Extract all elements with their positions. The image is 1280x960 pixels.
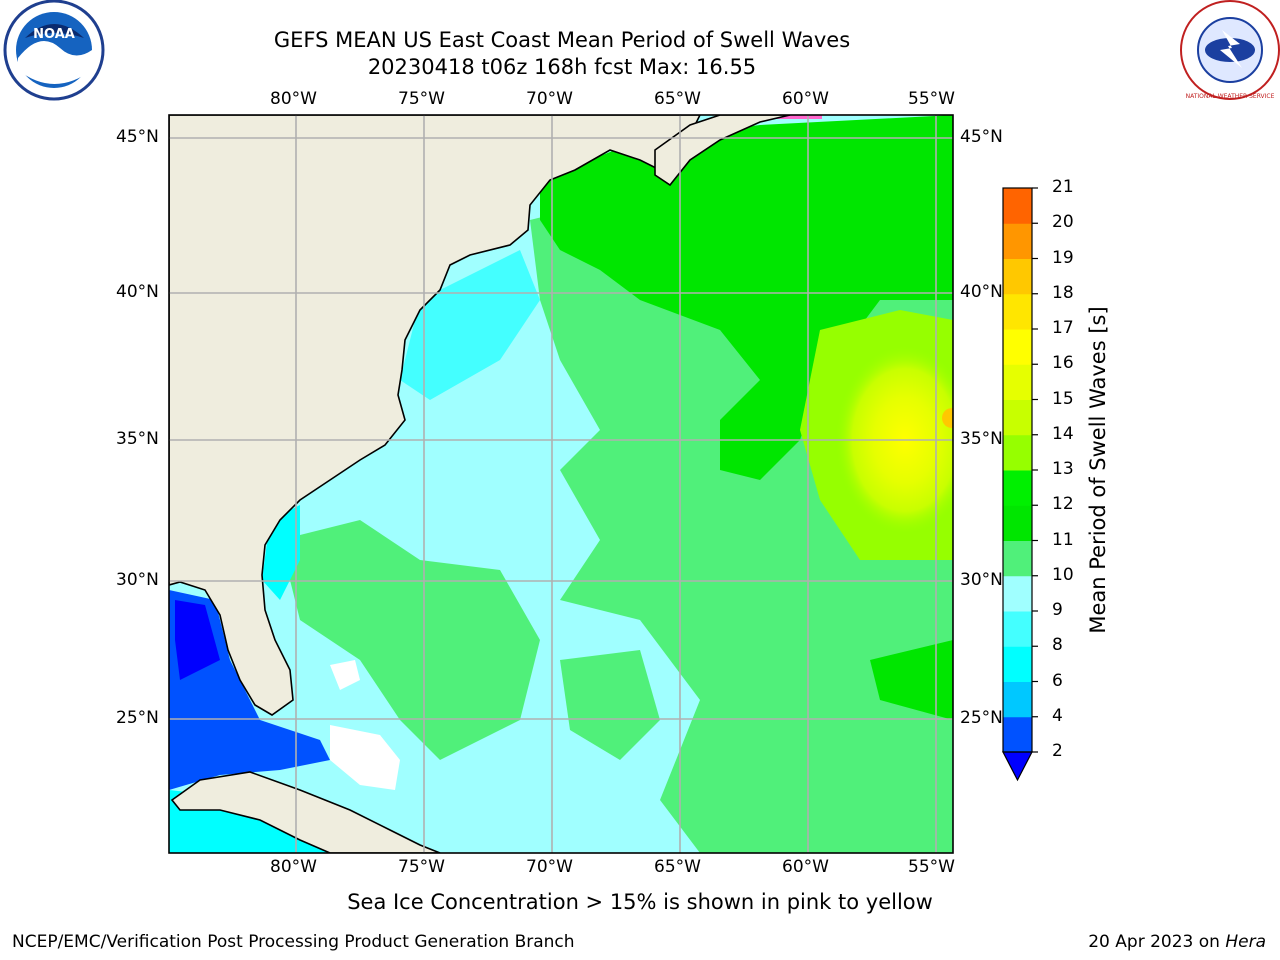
lat-label-left: 40°N: [116, 282, 159, 302]
colorbar-tick-label: 11: [1052, 529, 1074, 550]
swell-zone-gulf-low: [175, 600, 220, 680]
colorbar-tick-label: 4: [1052, 705, 1063, 726]
nws-logo-text: NATIONAL WEATHER SERVICE: [1186, 93, 1275, 100]
lon-label-top: 70°W: [526, 89, 573, 109]
run-date-text: 20 Apr 2023 on: [1088, 932, 1220, 952]
land-nova-scotia: [654, 115, 791, 187]
colorbar-segment: [1003, 505, 1032, 541]
lon-label-bottom: 60°W: [782, 857, 829, 877]
colorbar-frame: [1002, 187, 1033, 753]
lon-label-bottom: 65°W: [654, 857, 701, 877]
colorbar-segment: [1003, 399, 1032, 436]
colorbar-tick-label: 6: [1052, 670, 1063, 691]
swell-zone-9-10-south: [280, 520, 540, 760]
credit-text: NCEP/EMC/Verification Post Processing Pr…: [12, 932, 575, 952]
land-cuba: [170, 771, 441, 853]
colorbar-segment: [1003, 434, 1032, 471]
lat-label-right: 35°N: [960, 429, 1003, 449]
swell-zone-9-10-sw: [560, 650, 660, 760]
svg-text:NOAA: NOAA: [33, 27, 75, 42]
chart-subtitle: 20230418 t06z 168h fcst Max: 16.55: [367, 55, 757, 79]
colorbar-segment: [1003, 681, 1032, 718]
lon-label-bottom: 80°W: [270, 857, 317, 877]
lat-label-left: 35°N: [116, 429, 159, 449]
colorbar-tick-label: 18: [1052, 282, 1074, 303]
nws-logo: NATIONAL WEATHER SERVICE: [1180, 0, 1280, 100]
map-field: [169, 115, 953, 853]
colorbar-segment: [1003, 716, 1032, 753]
lon-label-bottom: 75°W: [398, 857, 445, 877]
colorbar-tick-label: 17: [1052, 318, 1074, 338]
colorbar-tick-label: 10: [1052, 564, 1074, 585]
colorbar-tick-label: 2: [1052, 741, 1063, 761]
colorbar-segment: [1003, 293, 1032, 330]
lon-label-top: 60°W: [782, 89, 829, 109]
colorbar-tick-label: 12: [1052, 494, 1074, 515]
lat-label-left: 30°N: [116, 570, 159, 590]
colorbar-tick-label: 8: [1052, 635, 1063, 656]
lat-label-left: 45°N: [116, 127, 159, 147]
colorbar-tick-label: 19: [1052, 247, 1074, 268]
colorbar-tick-label: 9: [1052, 600, 1063, 620]
swell-zone-10-11: [540, 115, 953, 480]
lon-label-top: 80°W: [270, 89, 317, 109]
lat-label-right: 40°N: [960, 282, 1003, 302]
colorbar-segment: [1003, 364, 1032, 400]
colorbar-segment: [1003, 575, 1032, 612]
noaa-logo: NOAA: [3, 0, 105, 101]
colorbar-segment: [1003, 470, 1032, 506]
swell-zone-10-11-east: [870, 640, 953, 720]
lat-label-left: 25°N: [116, 708, 159, 728]
colorbar-tick-label: 20: [1052, 212, 1074, 233]
colorbar-tick-label: 21: [1052, 177, 1074, 197]
host-name: Hera: [1225, 932, 1266, 952]
colorbar-title: Mean Period of Swell Waves [s]: [1086, 306, 1110, 634]
colorbar-segment: [1003, 258, 1032, 295]
sea-ice-note: Sea Ice Concentration > 15% is shown in …: [347, 890, 933, 914]
lon-label-top: 65°W: [654, 89, 701, 109]
colorbar-segment: [1003, 329, 1032, 365]
colorbar-segment: [1003, 540, 1032, 577]
lon-label-bottom: 70°W: [526, 857, 573, 877]
map-frame: [168, 114, 954, 854]
lat-label-right: 30°N: [960, 570, 1003, 590]
colorbar-segment: [1003, 188, 1032, 224]
colorbar-tick-label: 16: [1052, 353, 1074, 374]
colorbar-tick-label: 15: [1052, 388, 1074, 409]
run-date: 20 Apr 2023 on Hera: [1088, 932, 1266, 952]
colorbar-segment: [1003, 223, 1032, 259]
bahamas-mask-north: [330, 660, 360, 690]
bahamas-mask: [330, 725, 400, 790]
lon-label-top: 75°W: [398, 89, 445, 109]
lon-label-top: 55°W: [908, 89, 955, 109]
land-us: [169, 115, 701, 716]
colorbar-segment: [1003, 646, 1032, 682]
lat-label-right: 45°N: [960, 127, 1003, 147]
colorbar-under-triangle: [1002, 751, 1033, 782]
graticule: [169, 115, 953, 853]
colorbar-tick-label: 13: [1052, 459, 1074, 479]
colorbar-tick-label: 14: [1052, 423, 1074, 444]
lat-label-right: 25°N: [960, 708, 1003, 728]
swell-zone-nearshore-north: [400, 250, 540, 400]
swell-peak-max: [942, 408, 953, 428]
colorbar: [1003, 187, 1038, 753]
chart-title: GEFS MEAN US East Coast Mean Period of S…: [273, 28, 851, 52]
sea-ice-patch: [770, 115, 822, 119]
colorbar-segment: [1003, 611, 1032, 647]
lon-label-bottom: 55°W: [908, 857, 955, 877]
